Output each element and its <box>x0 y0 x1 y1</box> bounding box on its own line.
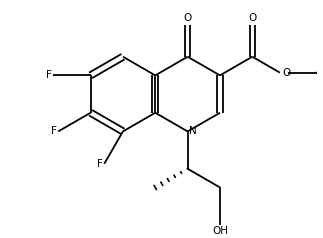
Text: F: F <box>51 126 57 136</box>
Text: O: O <box>183 13 192 23</box>
Text: O: O <box>248 13 256 23</box>
Text: F: F <box>97 159 103 169</box>
Text: F: F <box>46 70 52 80</box>
Text: O: O <box>282 68 290 78</box>
Text: OH: OH <box>212 226 228 236</box>
Text: N: N <box>189 126 197 136</box>
